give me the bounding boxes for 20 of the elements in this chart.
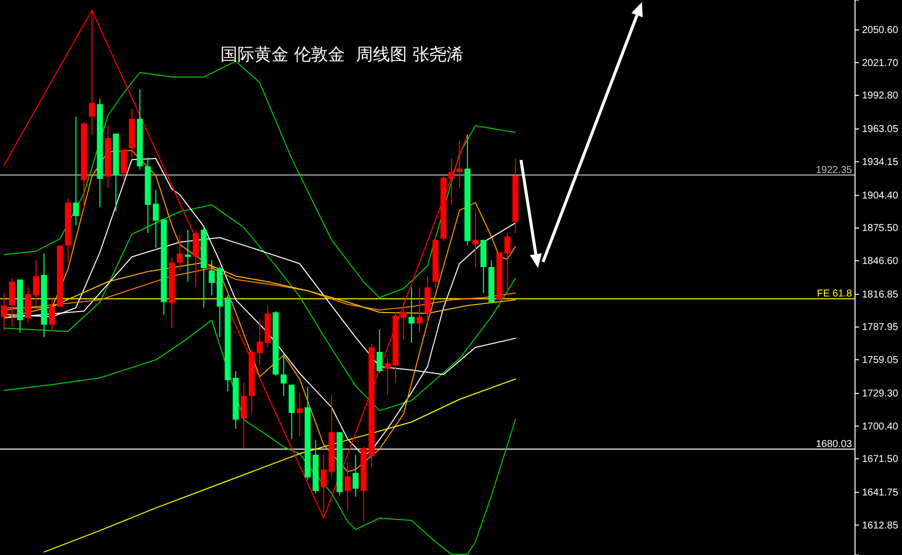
y-tick-label: 1759.05 xyxy=(862,354,899,366)
y-tick-label: 1787.95 xyxy=(862,322,899,334)
y-tick-label: 1875.50 xyxy=(862,223,899,234)
y-tick-label: 1904.40 xyxy=(862,190,899,202)
y-tick-label: 1992.80 xyxy=(862,90,899,102)
text: 国际黄金 伦敦金 周线图 张尧浠 xyxy=(220,45,464,65)
y-tick-label: 1816.85 xyxy=(862,290,899,301)
y-tick-label: 1934.15 xyxy=(862,156,899,168)
y-tick-label: 2021.70 xyxy=(862,58,899,69)
y-tick-label: 1612.85 xyxy=(862,520,899,532)
y-tick-label: 1700.40 xyxy=(862,421,899,432)
y-tick-label: 1963.05 xyxy=(862,124,899,136)
y-tick-label: 1641.75 xyxy=(862,488,899,499)
y-tick-label: 1846.60 xyxy=(862,256,899,267)
y-tick-label: 2050.60 xyxy=(862,25,899,36)
y-tick-label: 1671.50 xyxy=(862,454,899,465)
ref-line-label: 1680.03 xyxy=(816,439,852,450)
ref-line-label: FE 61.8 xyxy=(816,288,852,300)
ref-line-label: 1922.35 xyxy=(816,165,852,176)
y-tick-label: 1729.30 xyxy=(862,388,899,400)
